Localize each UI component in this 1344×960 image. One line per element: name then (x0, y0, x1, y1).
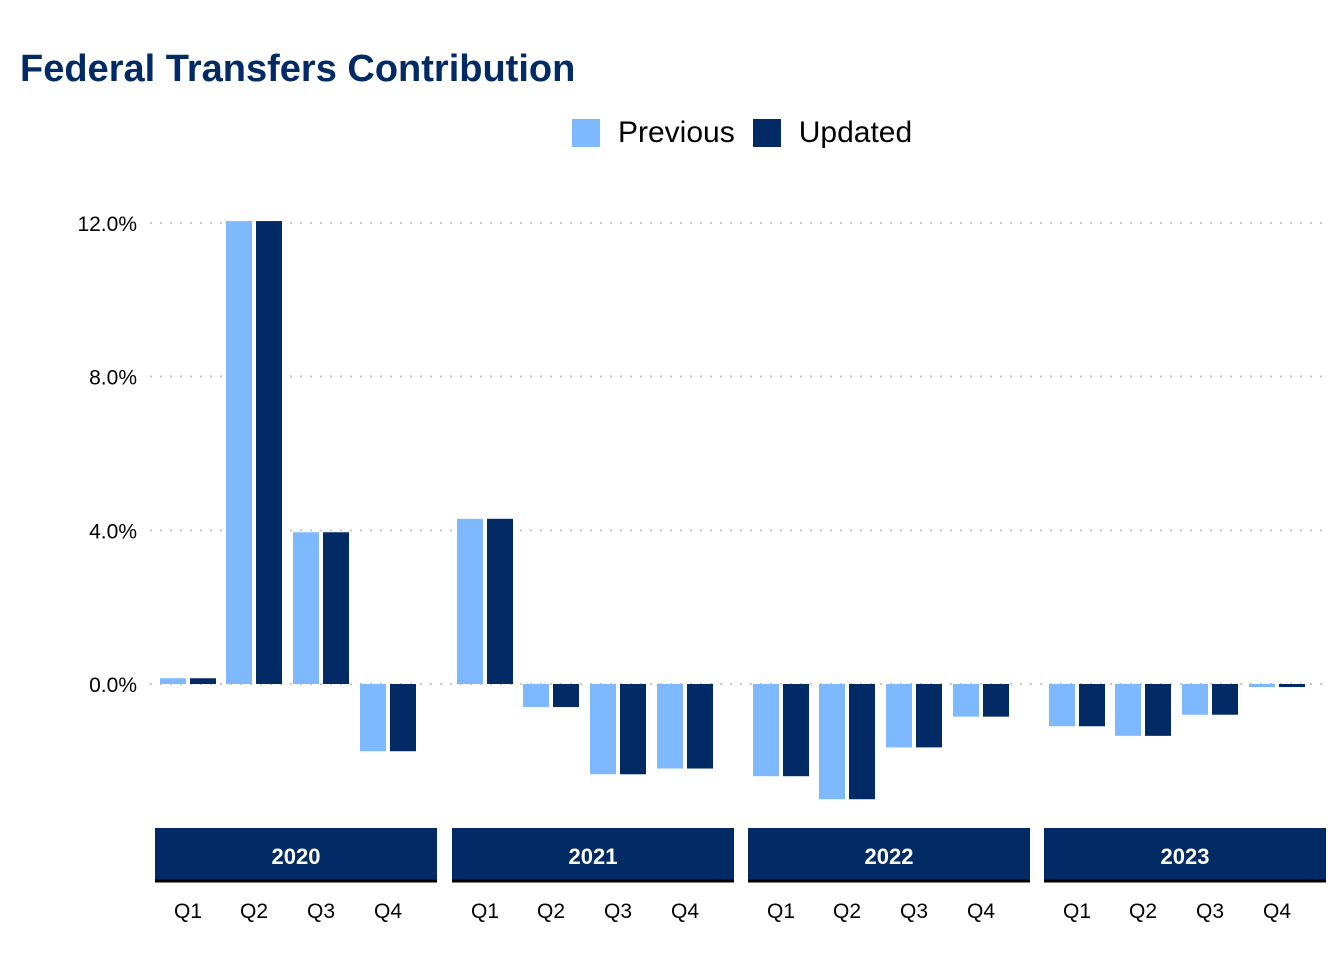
facet-strip-label: 2023 (1161, 844, 1210, 869)
bar-previous-2023-q1 (1049, 684, 1075, 727)
bar-previous-2022-q1 (753, 684, 779, 777)
bar-updated-2023-q4 (1279, 684, 1305, 688)
bar-previous-2023-q2 (1115, 684, 1141, 736)
y-tick-label: 4.0% (89, 520, 137, 543)
bar-previous-2021-q1 (457, 518, 483, 684)
bar-updated-2022-q1 (783, 684, 809, 777)
bar-updated-2021-q1 (487, 518, 513, 684)
y-tick-label: 8.0% (89, 367, 137, 390)
facet-strip-label: 2021 (569, 844, 618, 869)
x-tick-label: Q2 (240, 900, 268, 923)
bar-updated-2023-q3 (1212, 684, 1238, 715)
bar-updated-2023-q2 (1145, 684, 1171, 736)
legend-swatch-previous (572, 119, 600, 147)
bar-updated-2020-q3 (323, 532, 349, 684)
legend-item-updated: Updated (752, 116, 913, 150)
facet-strip-2020 (155, 828, 437, 880)
y-tick-label: 12.0% (77, 213, 137, 236)
bar-previous-2021-q3 (590, 684, 616, 775)
bar-updated-2021-q2 (553, 684, 579, 708)
y-tick-label: 0.0% (89, 674, 137, 697)
x-tick-label: Q3 (604, 900, 632, 923)
x-tick-label: Q4 (1263, 900, 1291, 923)
bar-updated-2021-q4 (687, 684, 713, 769)
bar-updated-2020-q4 (390, 684, 416, 752)
bar-updated-2021-q3 (620, 684, 646, 775)
legend: Previous Updated (572, 113, 930, 153)
bar-previous-2023-q3 (1182, 684, 1208, 715)
x-tick-label: Q3 (900, 900, 928, 923)
bar-updated-2020-q1 (190, 678, 216, 684)
x-tick-label: Q2 (1129, 900, 1157, 923)
bar-previous-2020-q2 (226, 221, 252, 684)
x-tick-label: Q3 (307, 900, 335, 923)
x-tick-label: Q4 (671, 900, 699, 923)
bar-updated-2020-q2 (256, 221, 282, 684)
facet-strip-2023 (1044, 828, 1326, 880)
bar-updated-2022-q3 (916, 684, 942, 748)
facet-strip-2022 (748, 828, 1030, 880)
bar-previous-2022-q2 (819, 684, 845, 800)
x-tick-label: Q4 (374, 900, 402, 923)
bar-previous-2020-q1 (160, 678, 186, 684)
chart-title: Federal Transfers Contribution (20, 48, 576, 90)
bar-updated-2022-q2 (849, 684, 875, 800)
facet-strip-label: 2022 (865, 844, 914, 869)
legend-item-previous: Previous (572, 116, 735, 150)
bar-updated-2023-q1 (1079, 684, 1105, 727)
x-tick-label: Q1 (471, 900, 499, 923)
x-tick-label: Q4 (967, 900, 995, 923)
x-tick-label: Q1 (767, 900, 795, 923)
x-tick-label: Q1 (174, 900, 202, 923)
bar-previous-2020-q3 (293, 532, 319, 684)
bar-previous-2022-q3 (886, 684, 912, 748)
bar-previous-2021-q2 (523, 684, 549, 708)
bar-previous-2021-q4 (657, 684, 683, 769)
facet-strip-2021 (452, 828, 734, 880)
facet-strip-label: 2020 (272, 844, 321, 869)
bar-previous-2022-q4 (953, 684, 979, 717)
x-tick-label: Q1 (1063, 900, 1091, 923)
x-tick-label: Q3 (1196, 900, 1224, 923)
bar-updated-2022-q4 (983, 684, 1009, 717)
bar-previous-2020-q4 (360, 684, 386, 752)
legend-label-previous: Previous (618, 116, 735, 149)
x-tick-label: Q2 (537, 900, 565, 923)
legend-label-updated: Updated (798, 116, 913, 149)
x-tick-label: Q2 (833, 900, 861, 923)
legend-swatch-updated (752, 119, 781, 147)
bar-previous-2023-q4 (1249, 684, 1275, 688)
